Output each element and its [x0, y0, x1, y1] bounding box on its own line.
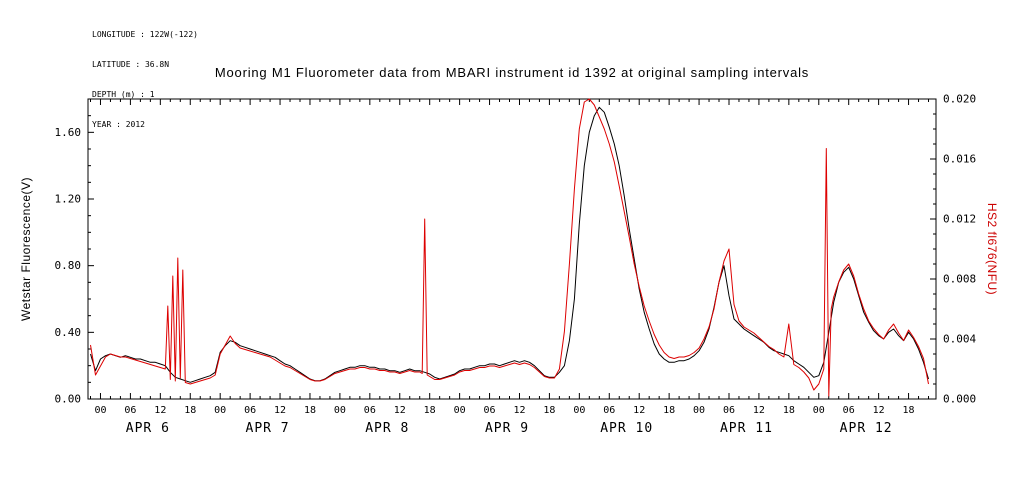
svg-text:18: 18 — [424, 405, 436, 416]
svg-text:0.012: 0.012 — [943, 213, 976, 226]
day-label: APR 11 — [720, 421, 773, 436]
svg-text:12: 12 — [873, 405, 885, 416]
svg-text:0.00: 0.00 — [55, 393, 82, 406]
svg-text:00: 00 — [454, 405, 466, 416]
meta-year: YEAR : 2012 — [92, 120, 145, 129]
svg-text:00: 00 — [693, 405, 705, 416]
svg-text:12: 12 — [154, 405, 166, 416]
svg-text:0.016: 0.016 — [943, 153, 976, 166]
svg-text:12: 12 — [274, 405, 286, 416]
svg-text:00: 00 — [214, 405, 226, 416]
svg-text:1.60: 1.60 — [55, 126, 82, 139]
svg-text:06: 06 — [484, 405, 496, 416]
svg-text:0.40: 0.40 — [55, 326, 82, 339]
meta-depth: DEPTH (m) : 1 — [92, 90, 155, 99]
svg-text:06: 06 — [124, 405, 136, 416]
svg-text:06: 06 — [603, 405, 615, 416]
svg-text:0.80: 0.80 — [55, 259, 82, 272]
svg-text:00: 00 — [94, 405, 106, 416]
meta-latitude: LATITUDE : 36.8N — [92, 60, 170, 69]
svg-text:0.008: 0.008 — [943, 273, 976, 286]
day-label: APR 7 — [246, 421, 290, 436]
svg-text:18: 18 — [184, 405, 196, 416]
svg-text:18: 18 — [304, 405, 316, 416]
svg-text:12: 12 — [633, 405, 645, 416]
svg-text:06: 06 — [364, 405, 376, 416]
svg-text:12: 12 — [753, 405, 765, 416]
day-label: APR 10 — [600, 421, 653, 436]
day-label: APR 6 — [126, 421, 170, 436]
svg-text:18: 18 — [663, 405, 675, 416]
left-axis-title: Wetstar Fluorescence(V) — [19, 177, 33, 321]
svg-text:0.004: 0.004 — [943, 333, 976, 346]
meta-longitude: LONGITUDE : 122W(-122) — [92, 30, 198, 39]
svg-text:18: 18 — [783, 405, 795, 416]
svg-text:18: 18 — [903, 405, 915, 416]
day-label: APR 12 — [840, 421, 893, 436]
svg-text:12: 12 — [394, 405, 406, 416]
metadata-block: LONGITUDE : 122W(-122) LATITUDE : 36.8N … — [92, 10, 198, 150]
svg-text:12: 12 — [513, 405, 525, 416]
plot-frame — [87, 98, 937, 400]
svg-text:06: 06 — [723, 405, 735, 416]
svg-text:00: 00 — [813, 405, 825, 416]
svg-text:1.20: 1.20 — [55, 193, 82, 206]
hs2-series-line — [90, 98, 929, 397]
svg-text:0.000: 0.000 — [943, 393, 976, 406]
wetstar-series-line — [90, 106, 929, 383]
svg-text:18: 18 — [543, 405, 555, 416]
chart-title: Mooring M1 Fluorometer data from MBARI i… — [214, 65, 810, 80]
svg-text:00: 00 — [573, 405, 585, 416]
day-label: APR 9 — [485, 421, 529, 436]
svg-text:06: 06 — [843, 405, 855, 416]
right-axis-title: HS2 fl676(NFU) — [985, 203, 999, 295]
day-label: APR 8 — [365, 421, 409, 436]
svg-text:0.020: 0.020 — [943, 93, 976, 106]
svg-text:00: 00 — [334, 405, 346, 416]
svg-text:06: 06 — [244, 405, 256, 416]
